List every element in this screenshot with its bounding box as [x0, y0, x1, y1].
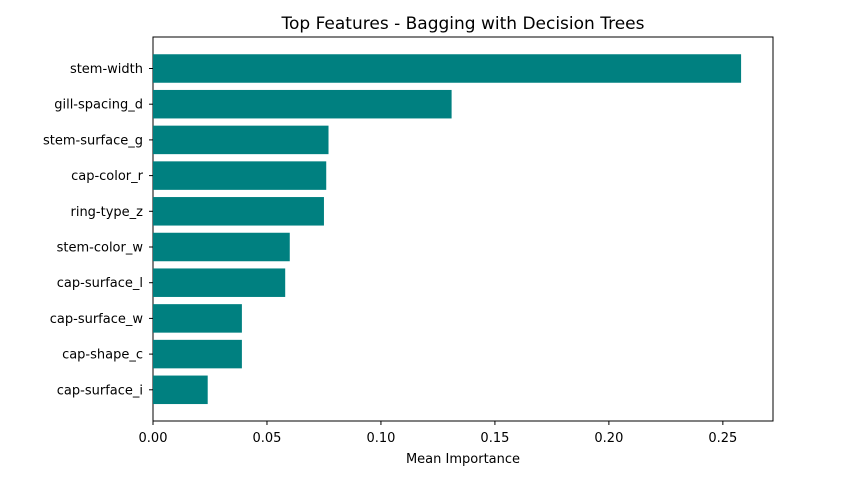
y-tick-label: cap-surface_i: [57, 383, 143, 398]
x-axis-label: Mean Importance: [406, 452, 520, 467]
y-tick-label: ring-type_z: [70, 205, 143, 220]
x-tick-label: 0.10: [366, 431, 395, 446]
x-tick-label: 0.05: [252, 431, 281, 446]
chart-title: Top Features - Bagging with Decision Tre…: [280, 14, 644, 34]
y-tick-label: cap-color_r: [71, 169, 144, 184]
plot-area-frame: [152, 36, 774, 422]
y-tick-label: stem-surface_g: [43, 133, 143, 148]
bar-stem-color_w: [153, 232, 290, 262]
bar-cap-surface_w: [153, 304, 242, 333]
bars-group: [153, 54, 742, 405]
bar-stem-width: [153, 54, 742, 83]
bar-ring-type_z: [153, 197, 324, 226]
y-tick-label: stem-width: [70, 62, 143, 77]
x-tick-label: 0.20: [594, 431, 623, 446]
bar-cap-surface_i: [153, 375, 208, 405]
x-tick-label: 0.00: [139, 431, 168, 446]
y-tick-label: gill-spacing_d: [54, 98, 143, 113]
y-tick-label: cap-surface_w: [50, 312, 144, 327]
x-tick-label: 0.25: [708, 431, 737, 446]
bar-gill-spacing_d: [153, 89, 452, 119]
y-axis: stem-width gill-spacing_d stem-surface_gca…: [43, 62, 153, 398]
x-tick-label: 0.15: [480, 431, 509, 446]
bar-cap-color_r: [153, 161, 327, 190]
y-tick-label: cap-surface_l: [57, 276, 143, 291]
y-tick-label: stem-color_w: [57, 241, 144, 256]
bar-cap-surface_l: [153, 268, 286, 297]
y-tick-label: cap-shape_c: [62, 348, 143, 363]
x-axis: 0.00 0.05 0.10 0.15 0.20 0.25: [139, 421, 737, 446]
bar-stem-surface_g: [153, 125, 329, 155]
bar-cap-shape_c: [153, 339, 242, 369]
